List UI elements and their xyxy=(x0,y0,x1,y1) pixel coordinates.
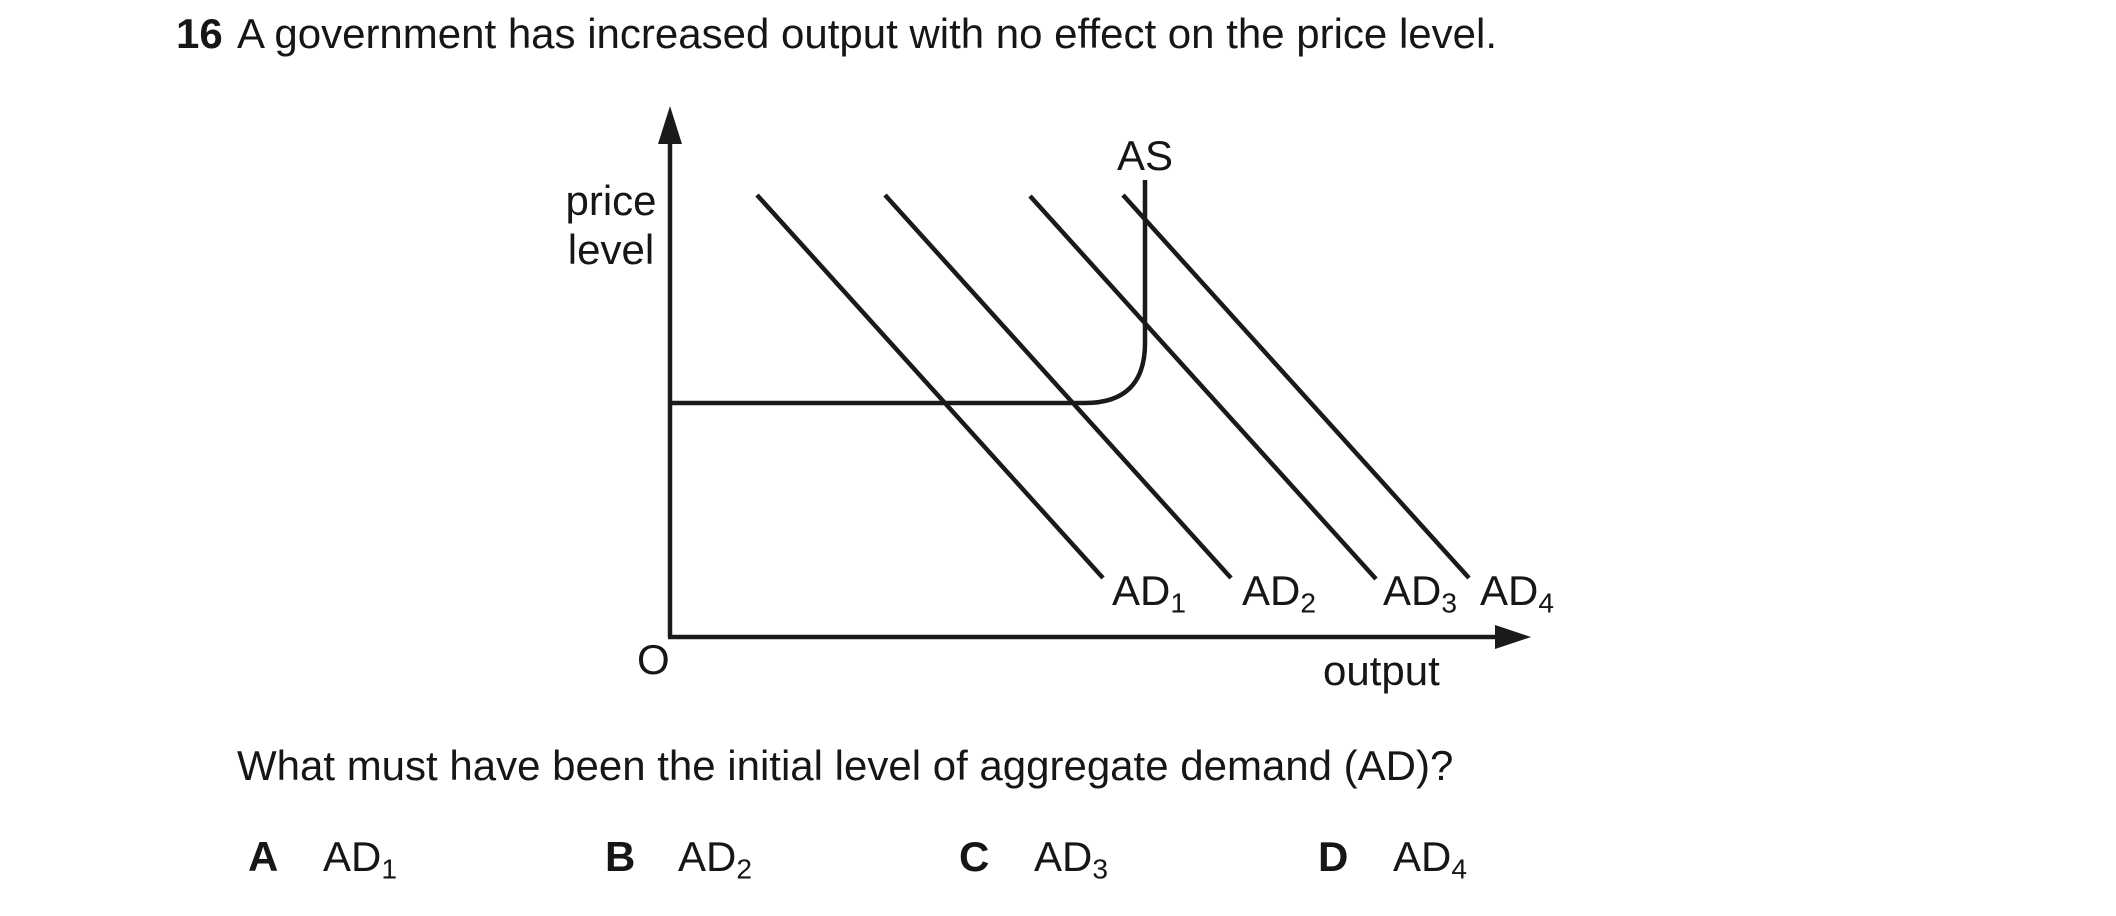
y-axis-label: price level xyxy=(556,176,666,274)
ad1-curve-label: AD1 xyxy=(1112,570,1186,618)
option-b-letter: B xyxy=(605,833,636,880)
ad1-label-base: AD xyxy=(1112,567,1171,614)
question-stem: A government has increased output with n… xyxy=(237,10,1497,57)
ad3-label-base: AD xyxy=(1383,567,1442,614)
as-curve xyxy=(670,180,1148,406)
option-b-value: AD2 xyxy=(678,836,752,884)
ad3-label-subscript: 3 xyxy=(1441,587,1458,619)
as-curve-label: AS xyxy=(1117,132,1174,179)
y-axis-arrowhead-icon xyxy=(658,106,682,144)
ad2-curve-label: AD2 xyxy=(1242,570,1316,618)
ad3-curve xyxy=(1028,194,1378,581)
option-c-base: AD xyxy=(1034,833,1093,880)
ad4-label-subscript: 4 xyxy=(1538,587,1555,619)
x-axis-label: output xyxy=(1323,647,1440,694)
option-a-subscript: 1 xyxy=(381,853,398,885)
option-d-subscript: 4 xyxy=(1451,853,1468,885)
option-a-base: AD xyxy=(323,833,382,880)
y-axis-label-line1: price xyxy=(565,177,657,224)
option-a-letter: A xyxy=(248,833,279,880)
ad2-label-subscript: 2 xyxy=(1300,587,1317,619)
ad1-curve xyxy=(755,193,1105,580)
option-d-value: AD4 xyxy=(1393,836,1467,884)
ad4-label-base: AD xyxy=(1480,567,1539,614)
ad2-curve xyxy=(883,193,1233,580)
ad2-label-base: AD xyxy=(1242,567,1301,614)
origin-label: O xyxy=(637,636,670,683)
option-a-value: AD1 xyxy=(323,836,397,884)
option-b-base: AD xyxy=(678,833,737,880)
option-d-letter: D xyxy=(1318,833,1349,880)
y-axis-label-line2: level xyxy=(567,226,655,273)
ad3-curve-label: AD3 xyxy=(1383,570,1457,618)
option-d-base: AD xyxy=(1393,833,1452,880)
ad4-curve xyxy=(1121,193,1471,580)
ad1-label-subscript: 1 xyxy=(1170,587,1187,619)
option-b-subscript: 2 xyxy=(736,853,753,885)
question-number: 16 xyxy=(176,10,223,57)
option-c-subscript: 3 xyxy=(1092,853,1109,885)
option-c-value: AD3 xyxy=(1034,836,1108,884)
x-axis-arrowhead-icon xyxy=(1495,625,1531,649)
question-prompt: What must have been the initial level of… xyxy=(237,742,1454,789)
ad4-curve-label: AD4 xyxy=(1480,570,1554,618)
option-c-letter: C xyxy=(959,833,990,880)
